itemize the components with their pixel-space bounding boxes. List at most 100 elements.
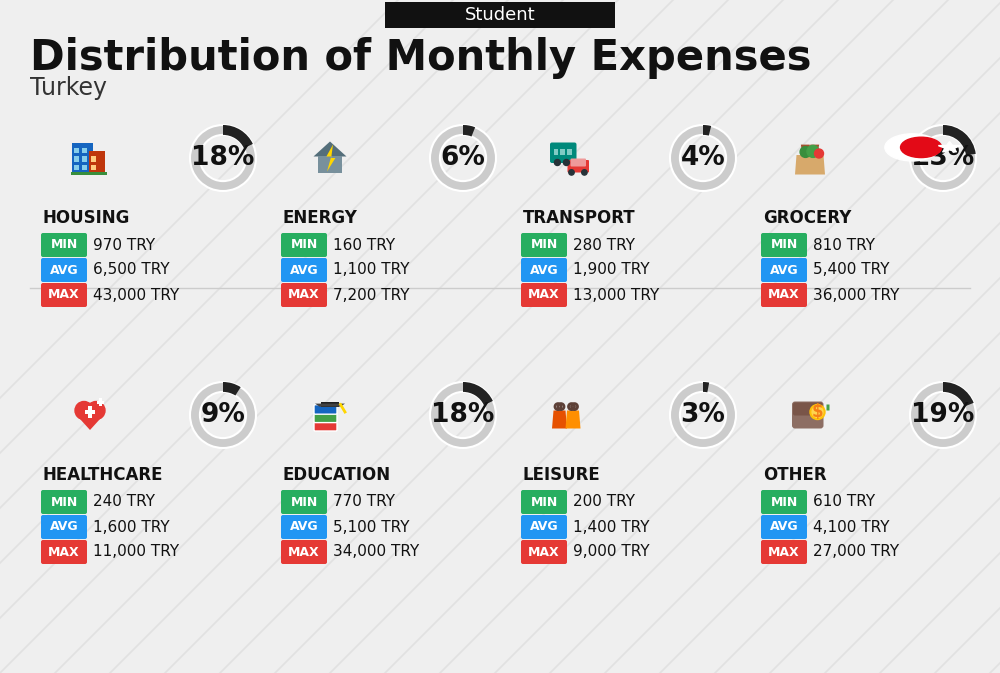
Polygon shape <box>314 141 347 157</box>
FancyBboxPatch shape <box>97 400 104 404</box>
Text: MIN: MIN <box>530 495 558 509</box>
FancyBboxPatch shape <box>41 490 87 514</box>
Text: MIN: MIN <box>530 238 558 252</box>
Circle shape <box>75 402 93 419</box>
Text: 610 TRY: 610 TRY <box>813 495 875 509</box>
FancyBboxPatch shape <box>314 413 337 423</box>
Text: 11,000 TRY: 11,000 TRY <box>93 544 179 559</box>
FancyBboxPatch shape <box>85 410 95 413</box>
Text: 9,000 TRY: 9,000 TRY <box>573 544 650 559</box>
FancyBboxPatch shape <box>72 143 93 173</box>
Text: 23%: 23% <box>911 145 975 171</box>
FancyBboxPatch shape <box>41 233 87 257</box>
FancyBboxPatch shape <box>761 515 807 539</box>
Text: HOUSING: HOUSING <box>43 209 130 227</box>
FancyBboxPatch shape <box>314 404 337 414</box>
FancyBboxPatch shape <box>521 283 567 307</box>
Circle shape <box>87 402 105 419</box>
Text: AVG: AVG <box>770 520 798 534</box>
Text: Distribution of Monthly Expenses: Distribution of Monthly Expenses <box>30 37 812 79</box>
Polygon shape <box>566 411 580 429</box>
Polygon shape <box>820 402 830 411</box>
Polygon shape <box>315 404 345 406</box>
Text: MIN: MIN <box>50 238 78 252</box>
Text: OTHER: OTHER <box>763 466 827 484</box>
Wedge shape <box>703 125 711 136</box>
Text: 1,100 TRY: 1,100 TRY <box>333 262 410 277</box>
Text: 43,000 TRY: 43,000 TRY <box>93 287 179 302</box>
FancyBboxPatch shape <box>82 165 87 170</box>
FancyBboxPatch shape <box>314 421 337 431</box>
Text: Turkey: Turkey <box>30 76 107 100</box>
Text: 6,500 TRY: 6,500 TRY <box>93 262 170 277</box>
FancyBboxPatch shape <box>281 515 327 539</box>
Text: 160 TRY: 160 TRY <box>333 238 395 252</box>
FancyBboxPatch shape <box>554 149 558 155</box>
Text: AVG: AVG <box>770 264 798 277</box>
Wedge shape <box>910 125 976 191</box>
FancyBboxPatch shape <box>567 149 572 155</box>
Text: MAX: MAX <box>288 546 320 559</box>
FancyBboxPatch shape <box>521 515 567 539</box>
Wedge shape <box>703 382 709 392</box>
Text: AVG: AVG <box>50 520 78 534</box>
FancyBboxPatch shape <box>82 156 87 162</box>
FancyBboxPatch shape <box>82 148 87 153</box>
Text: 34,000 TRY: 34,000 TRY <box>333 544 419 559</box>
Polygon shape <box>75 413 105 430</box>
Polygon shape <box>552 411 567 429</box>
Circle shape <box>807 145 819 157</box>
Text: AVG: AVG <box>50 264 78 277</box>
FancyBboxPatch shape <box>41 540 87 564</box>
FancyBboxPatch shape <box>521 233 567 257</box>
Text: 6%: 6% <box>441 145 485 171</box>
FancyBboxPatch shape <box>568 160 589 172</box>
Polygon shape <box>938 141 961 152</box>
FancyBboxPatch shape <box>550 143 576 163</box>
Wedge shape <box>430 382 496 448</box>
Circle shape <box>569 170 574 175</box>
Text: MIN: MIN <box>290 495 318 509</box>
Text: 18%: 18% <box>191 145 255 171</box>
Text: 27,000 TRY: 27,000 TRY <box>813 544 899 559</box>
Text: AVG: AVG <box>530 264 558 277</box>
Text: Student: Student <box>465 6 535 24</box>
Circle shape <box>810 404 825 419</box>
FancyBboxPatch shape <box>99 398 102 406</box>
Text: 4%: 4% <box>681 145 725 171</box>
FancyBboxPatch shape <box>761 283 807 307</box>
Text: LEISURE: LEISURE <box>523 466 601 484</box>
Circle shape <box>901 137 942 157</box>
FancyBboxPatch shape <box>281 283 327 307</box>
Text: MAX: MAX <box>768 289 800 302</box>
Circle shape <box>814 149 824 158</box>
Text: 5,100 TRY: 5,100 TRY <box>333 520 410 534</box>
Circle shape <box>800 147 811 157</box>
Wedge shape <box>463 125 475 137</box>
Wedge shape <box>463 382 493 405</box>
Circle shape <box>885 134 940 161</box>
Text: 4,100 TRY: 4,100 TRY <box>813 520 890 534</box>
Text: 1,400 TRY: 1,400 TRY <box>573 520 650 534</box>
FancyBboxPatch shape <box>521 490 567 514</box>
Text: MIN: MIN <box>770 238 798 252</box>
Wedge shape <box>223 382 241 396</box>
Text: AVG: AVG <box>530 520 558 534</box>
Text: 13,000 TRY: 13,000 TRY <box>573 287 659 302</box>
FancyBboxPatch shape <box>321 402 339 406</box>
Wedge shape <box>670 382 736 448</box>
Wedge shape <box>943 125 976 155</box>
Text: MAX: MAX <box>768 546 800 559</box>
FancyBboxPatch shape <box>318 155 342 173</box>
Text: 970 TRY: 970 TRY <box>93 238 155 252</box>
Text: 240 TRY: 240 TRY <box>93 495 155 509</box>
Circle shape <box>582 170 587 175</box>
FancyBboxPatch shape <box>761 233 807 257</box>
Text: MIN: MIN <box>290 238 318 252</box>
FancyBboxPatch shape <box>521 258 567 282</box>
Text: 1,900 TRY: 1,900 TRY <box>573 262 650 277</box>
Circle shape <box>554 160 560 166</box>
Circle shape <box>812 406 823 417</box>
Text: 36,000 TRY: 36,000 TRY <box>813 287 899 302</box>
FancyBboxPatch shape <box>281 258 327 282</box>
